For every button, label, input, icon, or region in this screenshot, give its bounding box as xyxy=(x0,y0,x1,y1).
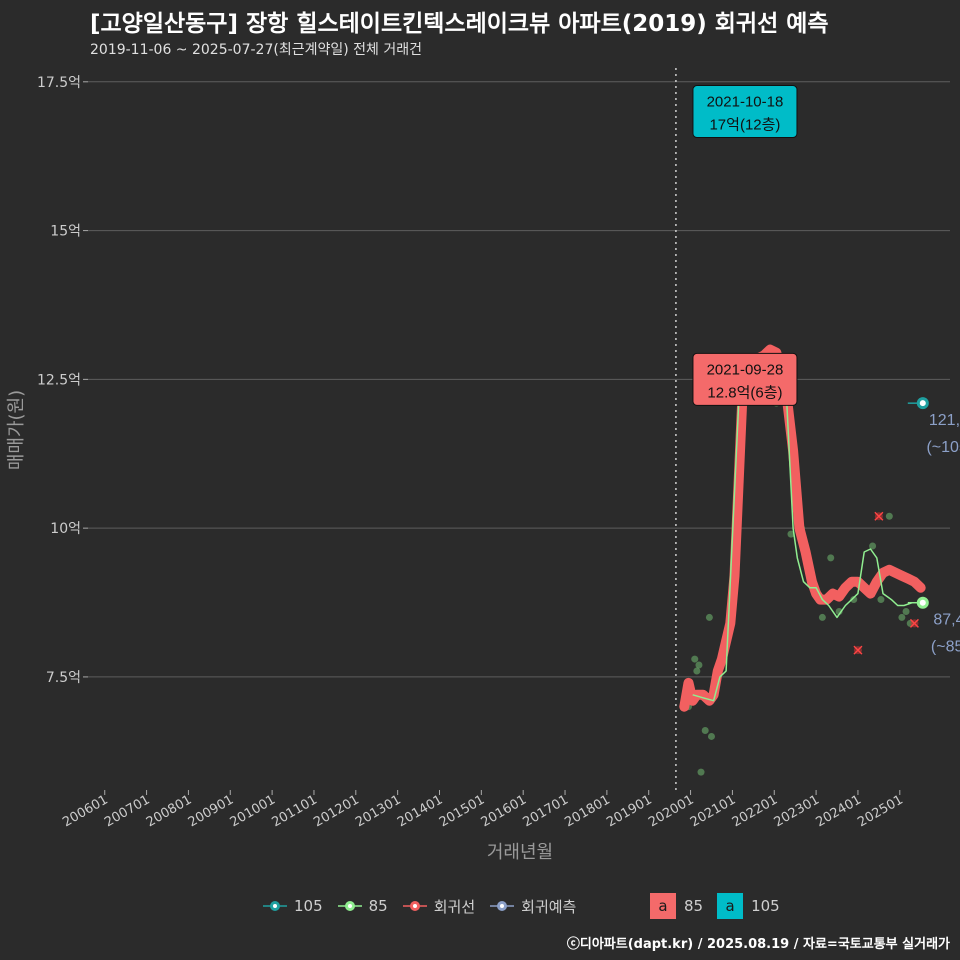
legend-box-85: a 85 xyxy=(650,893,703,919)
annotation-text: 12.8억(6층) xyxy=(707,384,782,401)
scatter-point-85 xyxy=(707,732,715,740)
scatter-point-85 xyxy=(869,542,877,550)
legend-key-regression-icon xyxy=(402,901,427,911)
legend-label-boxes: a 85 a 105 xyxy=(650,890,794,922)
x-tick-label: 202401 xyxy=(813,792,863,830)
x-tick-label: 200701 xyxy=(102,792,152,830)
x-tick-label: 200801 xyxy=(144,792,194,830)
x-tick-label: 201301 xyxy=(353,792,403,830)
prediction-area-label-105: (~105㎡) xyxy=(926,438,960,456)
legend-box-105-swatch: a xyxy=(717,893,744,919)
legend-label-105: 105 xyxy=(294,897,323,915)
prediction-value-label-85: 87,469 xyxy=(933,612,960,629)
chart-subtitle: 2019-11-06 ~ 2025-07-27(최근계약일) 전체 거래건 xyxy=(90,42,422,58)
legend-label-85: 85 xyxy=(368,897,388,915)
prediction-point-core-105 xyxy=(919,400,926,407)
legend-box-85-label: 85 xyxy=(684,897,704,915)
y-axis-title: 매매가(원) xyxy=(6,390,27,470)
legend-item-85: 85 xyxy=(337,896,388,916)
legend-item-prediction: 회귀예측 xyxy=(489,896,576,917)
regression-line xyxy=(679,344,926,712)
x-tick-label: 202201 xyxy=(730,792,780,830)
x-axis-title: 거래년월 xyxy=(487,842,553,863)
x-tick-label: 201501 xyxy=(437,792,487,830)
outlier-x-mark xyxy=(909,618,919,628)
y-tick-label: 7.5억 xyxy=(46,670,81,686)
legend-label-regression: 회귀선 xyxy=(433,897,476,916)
annotation-box xyxy=(692,352,798,406)
x-tick-label: 201401 xyxy=(395,792,445,830)
scatter-point-85 xyxy=(693,667,701,675)
scatter-point-85 xyxy=(787,530,795,538)
scatter-point-85 xyxy=(827,554,835,562)
x-tick-label: 202501 xyxy=(855,792,905,830)
outlier-x-mark xyxy=(874,511,884,521)
x-tick-label: 201101 xyxy=(269,792,319,830)
x-tick-label: 202301 xyxy=(772,792,822,830)
legend-box-105: a 105 xyxy=(717,893,780,919)
y-tick-label: 17.5억 xyxy=(37,75,81,91)
prediction-value-label-105: 121,000 xyxy=(929,412,960,429)
legend-box-105-label: 105 xyxy=(751,897,780,915)
x-tick-label: 201901 xyxy=(604,792,654,830)
y-tick-label: 15억 xyxy=(50,224,81,240)
legend-key-105-icon xyxy=(263,901,287,911)
scatter-point-85 xyxy=(898,613,906,621)
scatter-point-85 xyxy=(885,512,893,520)
scatter-point-85 xyxy=(902,607,910,615)
x-tick-label: 201601 xyxy=(479,792,529,830)
x-tick-label: 201801 xyxy=(562,792,612,830)
outlier-x-mark xyxy=(853,645,863,655)
scatter-point-85 xyxy=(691,655,699,663)
scatter-point-85 xyxy=(705,613,713,621)
x-tick-label: 201201 xyxy=(311,792,361,830)
scatter-point-85 xyxy=(850,596,858,604)
x-tick-label: 202001 xyxy=(646,792,696,830)
prediction-area-label-85: (~85㎡) xyxy=(931,638,960,656)
annotation-box xyxy=(692,85,798,139)
annotation-text: 17억(12층) xyxy=(709,117,780,134)
scatter-point-85 xyxy=(877,596,885,604)
chart-canvas: 7.5억10억12.5억15억17.5억20060120070120080120… xyxy=(6,68,960,863)
legend-label-prediction: 회귀예측 xyxy=(521,897,577,916)
legend-item-105: 105 xyxy=(262,896,323,916)
scatter-point-85 xyxy=(818,613,826,621)
legend-key-85-icon xyxy=(337,901,362,911)
y-tick-label: 10억 xyxy=(50,521,81,537)
scatter-point-85 xyxy=(701,726,709,734)
legend: 105 85 회귀선 회귀예측 xyxy=(262,890,590,922)
scatter-point-85 xyxy=(697,768,705,776)
scatter-point-85 xyxy=(695,661,703,669)
prediction-point-core-85 xyxy=(919,599,926,606)
source-caption: ⓒ디아파트(dapt.kr) / 2025.08.19 / 자료=국토교통부 실… xyxy=(566,937,950,952)
legend-key-prediction-icon xyxy=(490,901,515,911)
x-tick-label: 200601 xyxy=(60,792,110,830)
x-tick-label: 201701 xyxy=(521,792,571,830)
x-tick-label: 201001 xyxy=(228,792,278,830)
y-tick-label: 12.5억 xyxy=(37,372,81,388)
annotation-date: 2021-10-18 xyxy=(707,94,784,111)
chart-title: [고양일산동구] 장항 힐스테이트킨텍스레이크뷰 아파트(2019) 회귀선 예… xyxy=(90,11,829,37)
legend-item-regression: 회귀선 xyxy=(402,896,475,917)
x-tick-label: 200901 xyxy=(186,792,236,830)
legend-box-85-swatch: a xyxy=(650,893,676,919)
annotation-date: 2021-09-28 xyxy=(707,361,784,378)
x-tick-label: 202101 xyxy=(688,792,738,830)
